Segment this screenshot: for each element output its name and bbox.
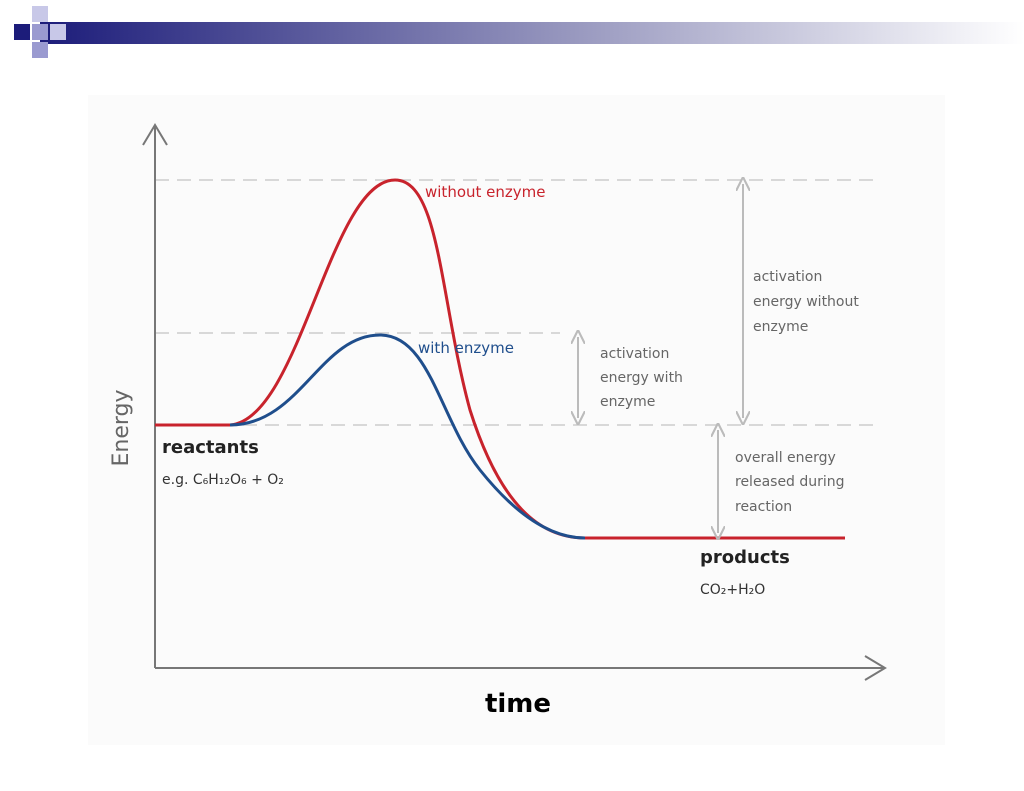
annotation-line: energy without (753, 294, 859, 310)
deco-square (50, 24, 66, 40)
y-axis-label: Energy (109, 389, 134, 466)
axes (142, 123, 887, 681)
annotation: activation energy without enzyme (753, 269, 863, 335)
reactants-formula: e.g. C₆H₁₂O₆ + O₂ (162, 472, 284, 488)
guides (155, 179, 880, 426)
annotation-line: enzyme (600, 394, 655, 410)
annotation: activation energy with enzyme (600, 346, 687, 410)
y-axis (142, 123, 168, 668)
annotation-line: energy with (600, 370, 683, 386)
curve-without-enzyme (155, 178, 845, 540)
deco-square (32, 24, 48, 40)
annotation-line: activation (753, 269, 822, 285)
annotation-line: activation (600, 346, 669, 362)
x-axis (155, 655, 887, 681)
deco-square (14, 24, 30, 40)
curve-with-enzyme (229, 333, 586, 540)
figure-background (88, 95, 945, 745)
annotation-line: reaction (735, 499, 792, 515)
products-label: products (700, 547, 790, 568)
curve-label: with enzyme (418, 339, 514, 357)
annotation-line: enzyme (753, 319, 808, 335)
header-band (40, 22, 1024, 44)
annotation-line: released during (735, 474, 845, 490)
deco-square (32, 42, 48, 58)
arrows (578, 184, 743, 533)
curve-label: without enzyme (425, 183, 545, 201)
x-axis-label: time (485, 689, 551, 719)
deco-square (32, 6, 48, 22)
annotation: overall energy released during reaction (735, 450, 849, 515)
annotation-line: overall energy (735, 450, 836, 466)
reactants-label: reactants (162, 437, 259, 458)
products-formula: CO₂+H₂O (700, 582, 765, 598)
